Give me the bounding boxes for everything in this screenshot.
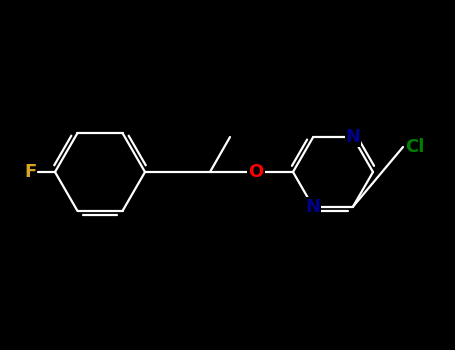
Text: N: N — [305, 198, 320, 216]
Text: O: O — [248, 163, 263, 181]
Text: Cl: Cl — [405, 138, 425, 156]
Text: N: N — [345, 128, 360, 146]
Text: F: F — [24, 163, 36, 181]
